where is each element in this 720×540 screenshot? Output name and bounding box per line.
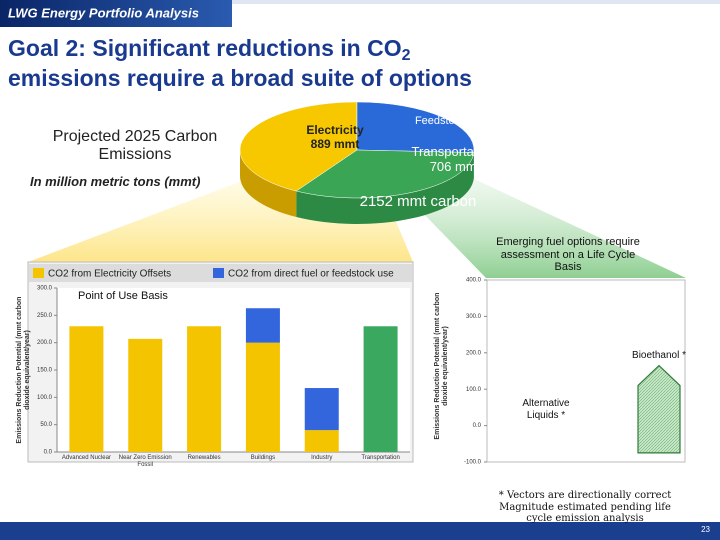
page-number: 23 — [701, 525, 710, 534]
y-tick-label: 250.0 — [37, 313, 53, 319]
pie-value-label: 889 mmt — [310, 136, 360, 151]
bar-segment — [245, 308, 280, 343]
bar-segment — [304, 388, 339, 431]
header-text: LWG Energy Portfolio Analysis — [8, 5, 199, 20]
y-tick-label: 0.0 — [473, 423, 482, 429]
pie-label: Transportation, 706 mmt — [385, 144, 525, 175]
bar-segment — [245, 342, 280, 452]
pie-label: Non Trans Fuel & Feedstocks 556 mmt — [404, 102, 528, 127]
caption-title: Projected 2025 Carbon Emissions — [52, 128, 218, 164]
y-tick-label: -100.0 — [464, 460, 482, 466]
pie-slice — [295, 149, 475, 199]
y-tick-label: 300.0 — [37, 286, 53, 292]
x-tick-label: Industry — [311, 455, 333, 461]
footer-bar — [0, 522, 720, 540]
pie-category: Electricity — [306, 123, 364, 137]
y-tick-label: 200.0 — [466, 350, 482, 356]
title-line1: Goal 2: Significant reductions in CO2 — [8, 35, 411, 64]
legend-swatch — [213, 268, 224, 278]
title-text: Goal 2: Significant reductions in CO — [8, 35, 402, 61]
footnote-line: * Vectors are directionally correct — [498, 490, 672, 501]
bar-segment — [187, 326, 222, 452]
pie-value-label: 706 mmt — [429, 158, 481, 174]
pie-side — [240, 150, 297, 218]
caption-subtitle: In million metric tons (mmt) — [30, 174, 201, 189]
footnote: * Vectors are directionally correct Magn… — [480, 490, 690, 525]
x-tick-label: Buildings — [250, 455, 276, 461]
bar-segment — [128, 338, 163, 452]
bar-segment — [304, 430, 339, 452]
pie-total-label: 2152 mmt carbon — [360, 193, 477, 210]
pie-slice — [356, 101, 475, 153]
y-tick-label: 50.0 — [40, 422, 52, 428]
y-axis-label: Emissions Reduction Potential (mmt carbo… — [433, 292, 449, 440]
pie-side — [296, 152, 474, 224]
x-tick-label: Renewables — [187, 455, 221, 461]
y-tick-label: 300.0 — [466, 314, 482, 320]
y-tick-label: 150.0 — [37, 368, 53, 374]
y-tick-label: 200.0 — [37, 340, 53, 346]
y-tick-label: 0.0 — [44, 450, 53, 456]
annotation: Point of Use Basis — [74, 290, 172, 303]
y-axis-label: Emissions Reduction Potential (mmt carbo… — [15, 296, 31, 444]
pie-label: Electricity 889 mmt — [280, 123, 390, 152]
header-bar — [0, 0, 232, 27]
pie-slice — [239, 101, 358, 192]
title-line2: emissions require a broad suite of optio… — [8, 65, 472, 91]
bar-segment — [363, 326, 398, 452]
bar-segment — [69, 326, 104, 452]
projection-green — [420, 178, 686, 278]
legend-label: CO2 from Electricity Offsets — [48, 269, 171, 280]
title-subscript: 2 — [402, 47, 411, 64]
vector-label: Bioethanol * — [632, 350, 686, 361]
plot-area — [57, 288, 410, 452]
vector-bar — [637, 364, 681, 454]
vector-label: Alternative Liquids * — [522, 398, 570, 421]
footnote-line: Magnitude estimated pending life — [499, 501, 671, 513]
pie-value-label: 556 mmt — [474, 114, 518, 127]
y-tick-label: 100.0 — [37, 395, 53, 401]
x-tick-label: Near Zero Emission Fossil — [118, 455, 172, 468]
pie-category: Transportation, — [411, 144, 499, 159]
header-strip — [232, 0, 720, 4]
x-tick-label: Transportation — [361, 455, 400, 461]
legend-swatch — [33, 268, 44, 278]
pie-category: Non Trans Fuel & Feedstocks — [414, 102, 509, 127]
y-tick-label: 100.0 — [466, 387, 482, 393]
chart-title: Emerging fuel options require assessment… — [496, 236, 640, 274]
y-tick-label: 400.0 — [466, 278, 482, 284]
legend-label: CO2 from direct fuel or feedstock use — [228, 269, 394, 280]
x-tick-label: Advanced Nuclear — [61, 455, 111, 461]
footnote-line: cycle emission analysis — [526, 513, 644, 524]
